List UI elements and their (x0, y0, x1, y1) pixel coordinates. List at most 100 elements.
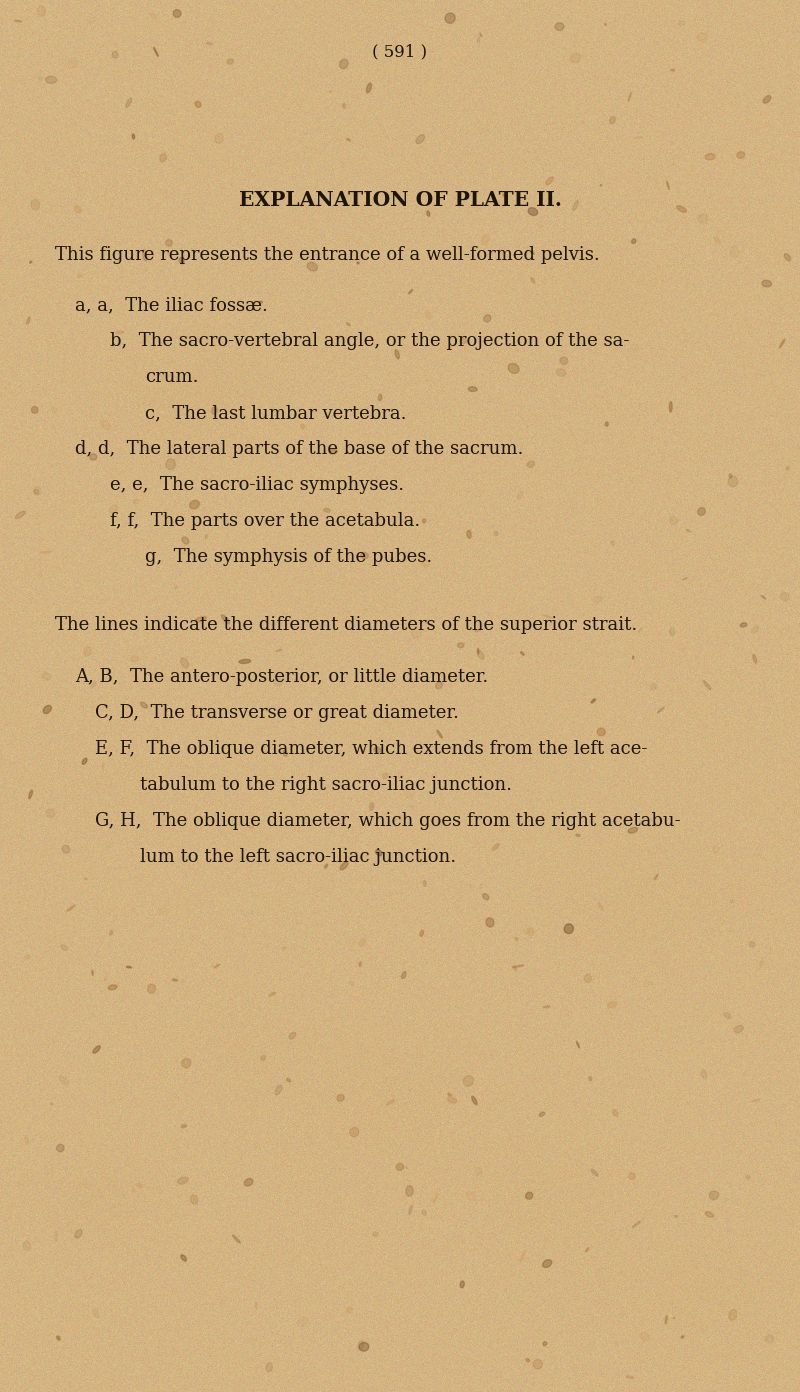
Ellipse shape (729, 473, 732, 477)
Ellipse shape (374, 748, 381, 753)
Ellipse shape (527, 461, 534, 468)
Ellipse shape (746, 1175, 750, 1179)
Ellipse shape (766, 1335, 774, 1343)
Ellipse shape (463, 1076, 474, 1086)
Ellipse shape (246, 825, 254, 828)
Ellipse shape (533, 1360, 542, 1368)
Ellipse shape (426, 212, 430, 216)
Ellipse shape (686, 529, 691, 532)
Ellipse shape (195, 617, 206, 622)
Ellipse shape (290, 1033, 296, 1038)
Ellipse shape (190, 1196, 198, 1204)
Ellipse shape (589, 1076, 592, 1080)
Ellipse shape (670, 1271, 678, 1276)
Ellipse shape (503, 193, 506, 196)
Ellipse shape (214, 134, 223, 143)
Ellipse shape (259, 301, 262, 303)
Ellipse shape (82, 759, 87, 764)
Text: f, f,  The parts over the acetabula.: f, f, The parts over the acetabula. (110, 512, 420, 530)
Ellipse shape (631, 239, 636, 244)
Ellipse shape (643, 981, 654, 984)
Ellipse shape (527, 928, 534, 935)
Ellipse shape (31, 199, 39, 210)
Ellipse shape (327, 547, 330, 551)
Ellipse shape (324, 508, 330, 512)
Ellipse shape (477, 38, 480, 43)
Ellipse shape (266, 1363, 272, 1373)
Ellipse shape (233, 1235, 240, 1243)
Ellipse shape (422, 1210, 426, 1215)
Ellipse shape (23, 1240, 30, 1250)
Ellipse shape (605, 24, 606, 25)
Ellipse shape (570, 53, 581, 63)
Ellipse shape (606, 422, 608, 426)
Text: G, H,  The oblique diameter, which goes from the right acetabu-: G, H, The oblique diameter, which goes f… (95, 812, 681, 830)
Ellipse shape (633, 656, 634, 658)
Ellipse shape (274, 679, 282, 686)
Text: e, e,  The sacro-iliac symphyses.: e, e, The sacro-iliac symphyses. (110, 476, 404, 494)
Ellipse shape (762, 596, 766, 599)
Ellipse shape (46, 809, 55, 817)
Ellipse shape (147, 984, 155, 994)
Ellipse shape (172, 979, 178, 981)
Ellipse shape (426, 310, 431, 320)
Ellipse shape (607, 1002, 617, 1008)
Ellipse shape (477, 650, 484, 660)
Ellipse shape (784, 253, 790, 260)
Ellipse shape (373, 1232, 378, 1236)
Ellipse shape (84, 646, 91, 656)
Ellipse shape (166, 459, 175, 469)
Ellipse shape (576, 1041, 580, 1048)
Ellipse shape (436, 682, 442, 689)
Ellipse shape (753, 1100, 760, 1101)
Ellipse shape (214, 963, 220, 967)
Ellipse shape (599, 1268, 603, 1272)
Ellipse shape (395, 349, 399, 359)
Ellipse shape (154, 47, 158, 57)
Ellipse shape (650, 683, 657, 689)
Ellipse shape (182, 980, 183, 983)
Text: crum.: crum. (145, 367, 198, 386)
Ellipse shape (43, 706, 51, 714)
Ellipse shape (90, 454, 97, 461)
Ellipse shape (130, 656, 138, 661)
Ellipse shape (670, 402, 672, 412)
Ellipse shape (670, 516, 678, 525)
Ellipse shape (384, 717, 387, 724)
Ellipse shape (459, 340, 466, 344)
Ellipse shape (62, 845, 70, 853)
Ellipse shape (378, 394, 382, 401)
Ellipse shape (160, 153, 166, 161)
Ellipse shape (420, 930, 423, 937)
Ellipse shape (286, 1079, 290, 1082)
Ellipse shape (145, 301, 150, 305)
Ellipse shape (78, 274, 82, 277)
Ellipse shape (67, 905, 75, 912)
Ellipse shape (359, 938, 366, 947)
Ellipse shape (751, 626, 759, 633)
Ellipse shape (573, 200, 578, 210)
Ellipse shape (611, 541, 614, 546)
Ellipse shape (222, 615, 230, 624)
Ellipse shape (674, 1215, 678, 1218)
Ellipse shape (628, 92, 631, 102)
Ellipse shape (87, 18, 96, 24)
Ellipse shape (678, 21, 686, 26)
Ellipse shape (638, 628, 642, 632)
Ellipse shape (350, 1128, 359, 1137)
Ellipse shape (46, 77, 57, 84)
Ellipse shape (514, 966, 517, 970)
Ellipse shape (55, 1231, 58, 1242)
Ellipse shape (528, 207, 538, 216)
Ellipse shape (671, 70, 674, 71)
Ellipse shape (508, 363, 519, 373)
Ellipse shape (178, 1178, 188, 1185)
Ellipse shape (301, 425, 304, 429)
Ellipse shape (468, 387, 477, 391)
Ellipse shape (730, 899, 734, 903)
Ellipse shape (329, 450, 338, 454)
Ellipse shape (710, 1190, 718, 1200)
Ellipse shape (555, 22, 564, 31)
Ellipse shape (613, 1109, 618, 1116)
Ellipse shape (512, 965, 524, 967)
